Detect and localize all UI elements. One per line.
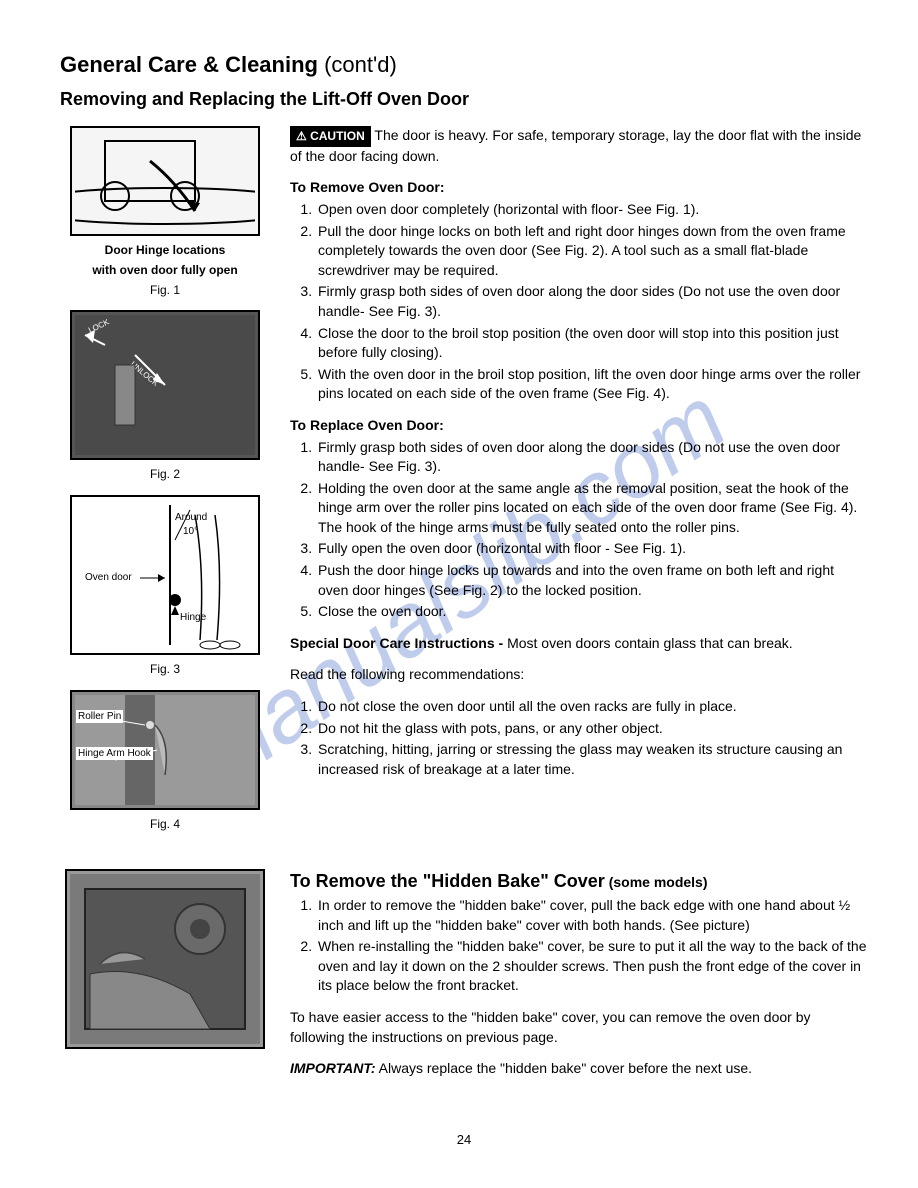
list-item: Holding the oven door at the same angle … (316, 479, 868, 538)
hidden-bake-section: To Remove the "Hidden Bake" Cover (some … (60, 869, 868, 1091)
list-item: Scratching, hitting, jarring or stressin… (316, 740, 868, 779)
important-label: IMPORTANT: (290, 1060, 376, 1076)
page-number: 24 (60, 1131, 868, 1149)
figure-4: Roller Pin Hinge Arm Hook (70, 690, 260, 810)
special-care-text: Most oven doors contain glass that can b… (507, 635, 793, 651)
fig1-caption-line2: with oven door fully open (60, 262, 270, 279)
title-suffix: (cont'd) (318, 52, 397, 77)
important-text: Always replace the "hidden bake" cover b… (376, 1060, 753, 1076)
special-care-intro: Special Door Care Instructions - Most ov… (290, 634, 868, 654)
figure-3: Around 10° Oven door Hinge (70, 495, 260, 655)
hidden-bake-figure-col (60, 869, 270, 1091)
list-item: When re-installing the "hidden bake" cov… (316, 937, 868, 996)
list-item: Firmly grasp both sides of oven door alo… (316, 282, 868, 321)
replace-steps-list: Firmly grasp both sides of oven door alo… (290, 438, 868, 622)
fig3-around-text: Around (175, 512, 207, 523)
fig4-hook-label: Hinge Arm Hook (76, 747, 153, 760)
caution-badge: CAUTION (290, 126, 371, 147)
hidden-title-suffix: (some models) (605, 874, 708, 890)
list-item: Close the door to the broil stop positio… (316, 324, 868, 363)
hidden-steps-list: In order to remove the "hidden bake" cov… (290, 896, 868, 996)
fig3-hinge-text: Hinge (180, 612, 207, 623)
list-item: Pull the door hinge locks on both left a… (316, 222, 868, 281)
hidden-bake-title: To Remove the "Hidden Bake" Cover (some … (290, 869, 868, 894)
fig3-label: Fig. 3 (60, 661, 270, 678)
remove-steps-list: Open oven door completely (horizontal wi… (290, 200, 868, 404)
figure-5 (65, 869, 265, 1049)
page-title: General Care & Cleaning (cont'd) (60, 50, 868, 81)
replace-heading: To Replace Oven Door: (290, 416, 868, 436)
fig4-roller-label: Roller Pin (76, 710, 123, 723)
list-item: In order to remove the "hidden bake" cov… (316, 896, 868, 935)
figure-2: LOCK UNLOCK (70, 310, 260, 460)
hidden-bake-content: To Remove the "Hidden Bake" Cover (some … (290, 869, 868, 1091)
caution-paragraph: CAUTION The door is heavy. For safe, tem… (290, 126, 868, 166)
special-steps-list: Do not close the oven door until all the… (290, 697, 868, 779)
caution-text: The door is heavy. For safe, temporary s… (290, 127, 861, 164)
list-item: Push the door hinge locks up towards and… (316, 561, 868, 600)
hidden-title-main: To Remove the "Hidden Bake" Cover (290, 871, 605, 891)
title-main: General Care & Cleaning (60, 52, 318, 77)
list-item: Do not hit the glass with pots, pans, or… (316, 719, 868, 739)
hidden-access-text: To have easier access to the "hidden bak… (290, 1008, 868, 1047)
fig4-label: Fig. 4 (60, 816, 270, 833)
figure-1 (70, 126, 260, 236)
fig1-caption-line1: Door Hinge locations (60, 242, 270, 259)
list-item: Do not close the oven door until all the… (316, 697, 868, 717)
fig1-label: Fig. 1 (60, 282, 270, 299)
important-paragraph: IMPORTANT: Always replace the "hidden ba… (290, 1059, 868, 1079)
list-item: Fully open the oven door (horizontal wit… (316, 539, 868, 559)
main-layout: Door Hinge locations with oven door full… (60, 126, 868, 845)
list-item: With the oven door in the broil stop pos… (316, 365, 868, 404)
list-item: Open oven door completely (horizontal wi… (316, 200, 868, 220)
fig3-angle-text: 10° (183, 526, 198, 537)
remove-heading: To Remove Oven Door: (290, 178, 868, 198)
list-item: Firmly grasp both sides of oven door alo… (316, 438, 868, 477)
list-item: Close the oven door. (316, 602, 868, 622)
figures-column: Door Hinge locations with oven door full… (60, 126, 270, 845)
page-subtitle: Removing and Replacing the Lift-Off Oven… (60, 87, 868, 112)
special-read: Read the following recommendations: (290, 665, 868, 685)
content-column: CAUTION The door is heavy. For safe, tem… (290, 126, 868, 845)
special-care-head: Special Door Care Instructions - (290, 635, 507, 651)
fig3-ovendoor-text: Oven door (85, 572, 132, 583)
fig2-label: Fig. 2 (60, 466, 270, 483)
